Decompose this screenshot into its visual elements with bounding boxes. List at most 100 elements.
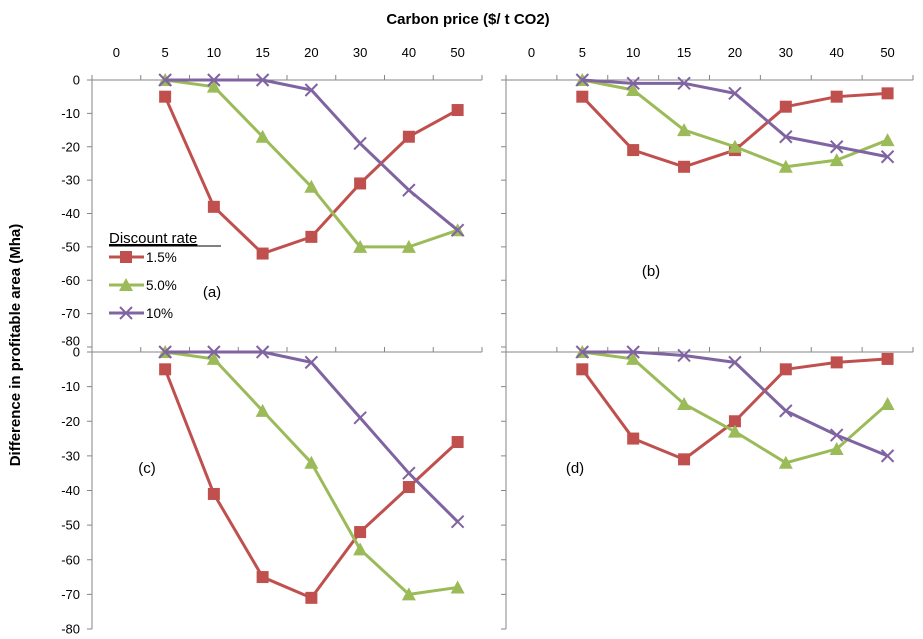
data-point <box>626 76 640 91</box>
y-tick-label: -40 <box>61 206 80 221</box>
x-tick-label: 5 <box>162 45 169 60</box>
data-point <box>159 363 172 376</box>
data-point <box>728 355 742 370</box>
series-line <box>163 96 459 256</box>
series-1-5pct <box>159 363 464 604</box>
panel-a: 0 5 10 15 20 30 40 50 0 -10 -20 -30 -40 -50 -60 -70 -80 (… <box>61 45 483 349</box>
x-tick-label: 0 <box>528 45 535 60</box>
data-point <box>207 487 220 500</box>
data-point <box>402 183 416 197</box>
data-point <box>627 144 640 157</box>
data-point <box>451 104 464 117</box>
x-tick-label: 50 <box>450 45 464 60</box>
data-point <box>779 363 792 376</box>
data-point <box>779 404 793 418</box>
data-point <box>829 153 844 167</box>
data-point <box>158 73 172 87</box>
data-point <box>207 73 221 87</box>
data-point <box>255 73 270 87</box>
x-tick-label: 15 <box>255 45 269 60</box>
data-point <box>626 345 640 359</box>
y-tick-label: 0 <box>73 345 80 360</box>
data-point <box>880 133 895 147</box>
y-tick-label: -20 <box>61 414 80 429</box>
data-point <box>677 123 692 137</box>
panels-group: 0 5 10 15 20 30 40 500-10-20-30-40-50-60-70-80(… <box>61 45 914 637</box>
data-point <box>829 441 844 455</box>
data-point <box>450 580 465 594</box>
panel-label: (d) <box>566 460 584 477</box>
series-line <box>582 350 889 465</box>
x-tick-label: 10 <box>626 45 640 60</box>
y-tick-label: -60 <box>61 273 80 288</box>
x-tick-label: 15 <box>677 45 691 60</box>
y-tick-label: -50 <box>61 239 80 254</box>
legend-entry-label: 5.0% <box>146 278 177 293</box>
data-point <box>880 396 895 410</box>
x-tick-label: 40 <box>829 45 843 60</box>
series-10pct <box>158 73 465 237</box>
data-point <box>576 363 589 376</box>
x-tick-label: 40 <box>402 45 416 60</box>
x-tick-label: 50 <box>880 45 894 60</box>
series-10pct <box>158 345 465 529</box>
data-point <box>304 455 319 469</box>
data-point <box>830 90 843 103</box>
data-point <box>353 542 368 556</box>
series-5-0pct <box>158 345 465 601</box>
series-10pct <box>575 345 895 463</box>
data-point <box>576 90 589 103</box>
panel-label: (a) <box>203 284 221 301</box>
data-point <box>778 455 793 469</box>
y-axis-title: Difference in profitable area (Mha) <box>7 224 24 467</box>
data-point <box>353 411 367 425</box>
x-tick-label: 0 <box>113 45 120 60</box>
y-tick-label: -10 <box>61 379 80 394</box>
legend-swatch-marker <box>119 278 133 291</box>
x-axis-title: Carbon price ($/ t CO2) <box>386 11 549 28</box>
x-tick-label: 30 <box>779 45 793 60</box>
data-point <box>255 129 270 143</box>
data-point <box>354 177 367 190</box>
series-10pct <box>575 73 895 164</box>
data-point <box>728 86 742 101</box>
data-point <box>779 130 793 144</box>
y-tick-label: -40 <box>61 483 80 498</box>
data-point <box>728 415 741 428</box>
data-point <box>829 140 844 154</box>
series-5-0pct <box>158 73 465 253</box>
data-point <box>354 526 367 539</box>
y-tick-label: -20 <box>61 139 80 154</box>
data-point <box>830 356 843 369</box>
data-point <box>256 571 269 584</box>
data-point <box>207 345 221 359</box>
x-tick-label: 20 <box>304 45 318 60</box>
data-point <box>677 396 692 410</box>
data-point <box>451 436 464 449</box>
data-point <box>626 83 641 97</box>
data-point <box>159 90 172 103</box>
panel-d: (d) <box>501 345 914 630</box>
data-point <box>256 247 269 260</box>
legend-entry-label: 1.5% <box>146 250 177 265</box>
data-point <box>881 352 894 365</box>
data-point <box>402 130 415 143</box>
y-tick-label: -70 <box>61 306 80 321</box>
panel-label: (b) <box>642 263 660 280</box>
panel-b: 0 5 10 15 20 30 40 50 (b) <box>501 45 914 348</box>
data-point <box>304 355 319 370</box>
data-point <box>678 160 691 173</box>
y-tick-label: 0 <box>73 73 80 88</box>
series-line <box>164 350 458 596</box>
y-tick-label: -50 <box>61 518 80 533</box>
data-point <box>401 587 416 601</box>
data-point <box>158 345 172 359</box>
x-tick-label: 30 <box>353 45 367 60</box>
series-line <box>164 78 459 249</box>
y-tick-label: -30 <box>61 173 80 188</box>
data-point <box>304 179 319 193</box>
series-1-5pct <box>159 90 464 260</box>
y-tick-label: -80 <box>61 334 80 349</box>
series-1-5pct <box>576 87 894 173</box>
x-tick-label: 5 <box>579 45 586 60</box>
